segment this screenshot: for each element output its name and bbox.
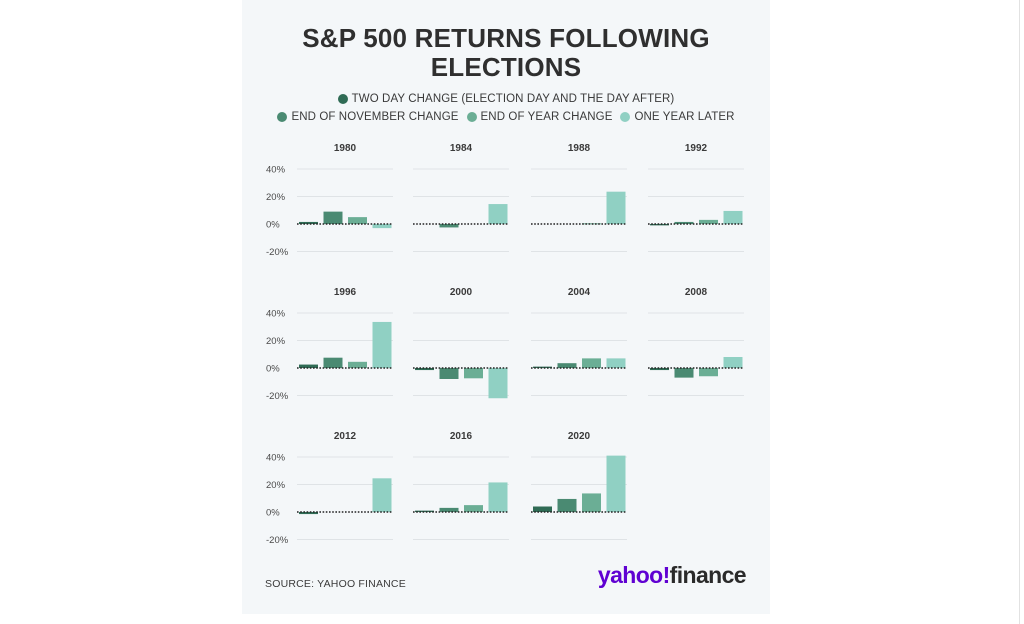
bar [606, 191, 626, 224]
panel-year-label: 1980 [334, 143, 357, 154]
bar [533, 506, 552, 512]
bar [723, 357, 743, 368]
bar [439, 368, 459, 379]
bar [557, 498, 577, 512]
bar [372, 321, 392, 368]
y-tick-label: 0% [266, 508, 280, 519]
chart-title: S&P 500 RETURNS FOLLOWING ELECTIONS [302, 23, 710, 82]
panel-year-label: 1984 [450, 143, 473, 154]
panel-year-label: 2016 [450, 431, 473, 442]
y-tick-label: 40% [266, 165, 286, 176]
bar [439, 224, 459, 228]
logo-brand: yahoo! [597, 562, 670, 588]
bar [348, 217, 367, 224]
panel-year-label: 1992 [685, 143, 708, 154]
panel-year-label: 2020 [568, 431, 591, 442]
y-tick-label: 20% [266, 480, 286, 491]
bar [699, 368, 718, 377]
bar [723, 210, 743, 224]
legend-label: END OF YEAR CHANGE [480, 111, 613, 123]
bar [439, 507, 459, 512]
page-edge-divider [1019, 0, 1020, 624]
legend-swatch [466, 112, 477, 122]
yahoo-finance-logo: yahoo!finance [597, 562, 747, 589]
bar [650, 368, 669, 371]
panel-year-label: 2012 [334, 431, 357, 442]
bar [464, 368, 483, 379]
bar [488, 368, 508, 399]
bar [464, 505, 483, 512]
bar [606, 358, 626, 368]
y-tick-label: -20% [266, 391, 289, 402]
bar [323, 211, 343, 224]
legend-item-november: END OF NOVEMBER CHANGE [277, 111, 458, 123]
legend-row-1: TWO DAY CHANGE (ELECTION DAY AND THE DAY… [242, 93, 770, 105]
y-tick-label: 20% [266, 192, 286, 203]
legend-swatch [620, 112, 631, 122]
y-tick-label: 40% [266, 309, 286, 320]
panel-year-label: 2004 [568, 287, 591, 298]
bar [299, 364, 318, 368]
bar [582, 493, 601, 512]
bar [699, 219, 718, 224]
legend-label: ONE YEAR LATER [634, 111, 735, 123]
bar [372, 478, 392, 512]
bar [372, 224, 392, 229]
legend-swatch [277, 112, 288, 122]
y-tick-label: 0% [266, 364, 280, 375]
panel-year-label: 2000 [450, 287, 473, 298]
source-note: SOURCE: YAHOO FINANCE [265, 578, 406, 590]
bar [582, 358, 601, 368]
legend-label: TWO DAY CHANGE (ELECTION DAY AND THE DAY… [351, 93, 675, 105]
y-tick-label: 40% [266, 453, 286, 464]
bar [299, 221, 318, 224]
legend-item-one-year: ONE YEAR LATER [620, 111, 734, 123]
panel-year-label: 1996 [334, 287, 357, 298]
y-tick-label: 0% [266, 220, 280, 231]
bar [606, 455, 626, 512]
y-tick-label: -20% [266, 247, 289, 258]
bar [674, 368, 694, 378]
bar [533, 366, 552, 368]
legend-item-year-end: END OF YEAR CHANGE [466, 111, 613, 123]
legend-row-2: END OF NOVEMBER CHANGE END OF YEAR CHANG… [242, 111, 770, 123]
legend-swatch [337, 94, 348, 104]
legend-label: END OF NOVEMBER CHANGE [291, 111, 459, 123]
bar [488, 482, 508, 512]
bar [650, 224, 669, 226]
bar [557, 363, 577, 368]
panel-year-label: 2008 [685, 287, 708, 298]
infographic-card: S&P 500 RETURNS FOLLOWING ELECTIONS TWO … [242, 0, 770, 614]
bar [323, 357, 343, 368]
bar [415, 510, 434, 512]
y-tick-label: 20% [266, 336, 286, 347]
small-multiples-chart: 1980 40% 20% 0% -20% 1984 1988 1992 1996 40% 20% 0%… [266, 143, 744, 546]
bar [299, 512, 318, 515]
legend-item-two-day: TWO DAY CHANGE (ELECTION DAY AND THE DAY… [337, 93, 675, 105]
bar [348, 361, 367, 368]
y-tick-label: -20% [266, 535, 289, 546]
panel-year-label: 1988 [568, 143, 591, 154]
bar [415, 368, 434, 371]
logo-product: finance [669, 562, 747, 588]
bar [582, 223, 601, 225]
bar [488, 204, 508, 224]
bar [674, 221, 694, 224]
